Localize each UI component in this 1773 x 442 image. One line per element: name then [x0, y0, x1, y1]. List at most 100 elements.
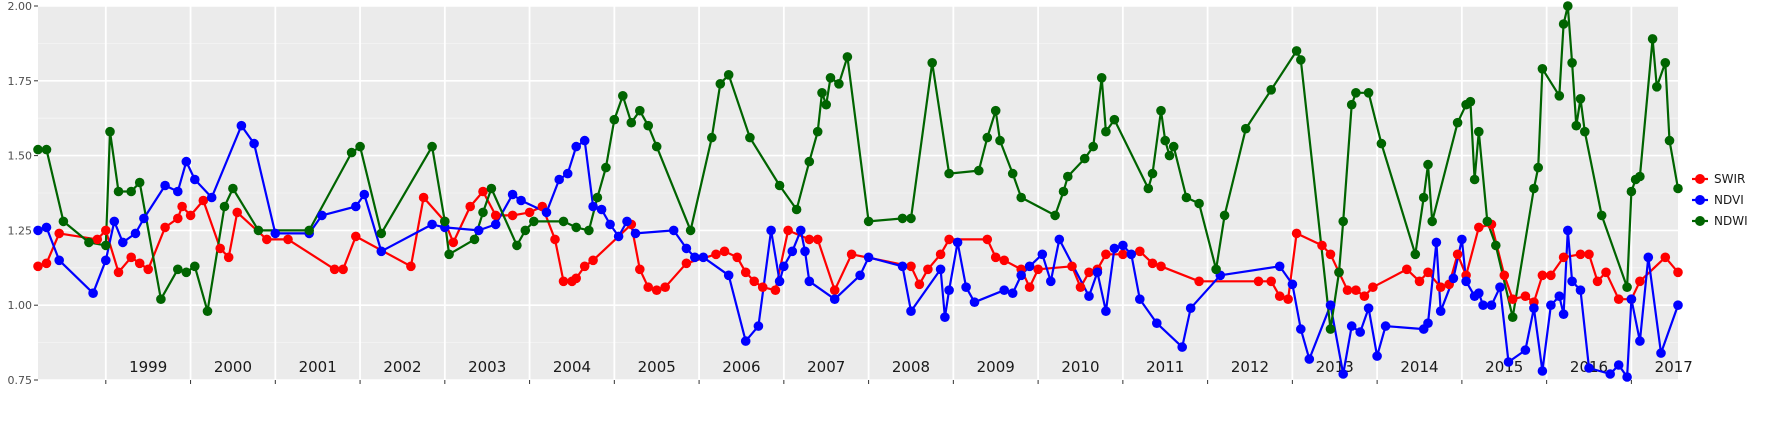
- data-point-ndvi: [1554, 291, 1565, 302]
- data-point-ndvi: [1567, 276, 1577, 287]
- data-point-ndwi: [982, 132, 993, 143]
- data-point-ndvi: [622, 216, 632, 227]
- data-point-ndwi: [1156, 105, 1166, 116]
- data-point-ndwi: [1160, 135, 1170, 146]
- data-point-swir: [1414, 276, 1425, 287]
- data-point-ndvi: [541, 207, 552, 218]
- data-point-ndvi: [173, 186, 183, 197]
- data-point-ndvi: [740, 336, 751, 346]
- data-point-ndwi: [974, 165, 984, 176]
- data-point-ndvi: [787, 246, 798, 257]
- data-point-ndwi: [1351, 88, 1361, 98]
- data-point-ndwi: [584, 225, 594, 236]
- y-tick-label: 1.50: [8, 150, 33, 163]
- data-point-ndvi: [236, 120, 247, 131]
- legend-key-marker: [1695, 216, 1705, 226]
- data-point-ndvi: [1109, 243, 1120, 254]
- data-point-ndvi: [935, 264, 946, 275]
- data-point-ndvi: [1135, 294, 1145, 305]
- data-point-ndwi: [1660, 58, 1671, 68]
- data-point-ndvi: [1546, 300, 1556, 311]
- data-point-ndvi: [588, 201, 598, 212]
- data-point-ndwi: [863, 216, 874, 227]
- data-point-swir: [92, 234, 103, 245]
- grid-minor: [38, 43, 1678, 344]
- data-point-ndvi: [54, 255, 64, 266]
- data-point-swir: [1024, 282, 1035, 293]
- data-point-swir: [283, 234, 293, 245]
- legend-key-marker: [1695, 174, 1705, 184]
- data-point-ndwi: [1058, 186, 1069, 197]
- data-point-swir: [134, 258, 145, 269]
- data-point-ndvi: [753, 321, 764, 331]
- data-point-ndwi: [1346, 99, 1357, 110]
- data-point-ndwi: [1088, 141, 1098, 152]
- data-point-ndvi: [613, 231, 624, 242]
- data-point-ndvi: [249, 138, 259, 149]
- year-label: 2004: [553, 358, 591, 376]
- data-point-ndwi: [41, 144, 52, 155]
- data-point-swir: [711, 249, 721, 260]
- data-point-ndvi: [796, 225, 806, 236]
- data-point-swir: [351, 231, 361, 242]
- data-point-swir: [1435, 282, 1446, 293]
- data-point-ndvi: [359, 189, 370, 200]
- data-point-ndvi: [1643, 252, 1654, 263]
- data-point-ndwi: [1101, 126, 1111, 137]
- data-point-swir: [719, 246, 730, 257]
- data-point-ndvi: [507, 189, 518, 200]
- data-point-ndwi: [571, 222, 581, 233]
- data-point-ndwi: [817, 88, 827, 98]
- data-point-ndwi: [440, 216, 450, 227]
- data-point-ndwi: [906, 213, 916, 224]
- data-point-ndwi: [1291, 46, 1302, 56]
- data-point-ndwi: [173, 264, 183, 275]
- data-point-swir: [914, 279, 925, 290]
- data-point-ndwi: [1571, 120, 1582, 131]
- data-point-ndvi: [779, 261, 789, 272]
- data-point-ndwi: [745, 132, 755, 143]
- data-point-ndwi: [113, 186, 124, 197]
- data-point-ndwi: [1673, 183, 1683, 194]
- data-point-ndvi: [1423, 318, 1433, 329]
- data-point-ndvi: [1461, 276, 1471, 287]
- data-point-swir: [223, 252, 234, 263]
- data-point-swir: [465, 201, 476, 212]
- data-point-ndwi: [1418, 192, 1429, 203]
- data-point-swir: [660, 282, 670, 293]
- data-point-ndwi: [944, 168, 954, 179]
- data-point-swir: [1402, 264, 1412, 275]
- data-point-ndwi: [1529, 183, 1539, 194]
- year-label: 2008: [892, 358, 930, 376]
- data-point-ndwi: [791, 204, 802, 215]
- data-point-swir: [1033, 264, 1043, 275]
- data-point-ndwi: [1474, 126, 1484, 137]
- data-point-ndvi: [774, 276, 785, 287]
- data-point-ndwi: [1558, 19, 1569, 29]
- data-point-swir: [935, 249, 946, 260]
- year-label: 2003: [468, 358, 506, 376]
- year-label: 2013: [1316, 358, 1354, 376]
- data-point-swir: [1592, 276, 1603, 287]
- y-tick-label: 1.00: [8, 299, 33, 312]
- data-point-ndvi: [1287, 279, 1298, 290]
- data-point-ndwi: [1622, 282, 1632, 293]
- data-point-swir: [1660, 252, 1671, 263]
- data-point-swir: [770, 285, 781, 296]
- data-point-swir: [1253, 276, 1264, 287]
- data-point-swir: [490, 210, 501, 221]
- data-point-ndvi: [190, 174, 200, 185]
- data-point-ndwi: [635, 105, 645, 116]
- data-point-swir: [113, 267, 124, 278]
- data-point-ndvi: [940, 312, 950, 323]
- data-point-ndvi: [490, 219, 501, 230]
- data-point-ndwi: [1575, 94, 1586, 104]
- data-point-ndwi: [1219, 210, 1230, 221]
- data-point-ndwi: [101, 240, 111, 251]
- data-point-ndwi: [1423, 159, 1433, 170]
- data-point-ndvi: [630, 228, 641, 239]
- data-point-swir: [1118, 249, 1128, 260]
- data-point-ndvi: [1478, 300, 1488, 311]
- data-point-ndwi: [346, 147, 357, 158]
- data-point-ndwi: [1537, 64, 1548, 74]
